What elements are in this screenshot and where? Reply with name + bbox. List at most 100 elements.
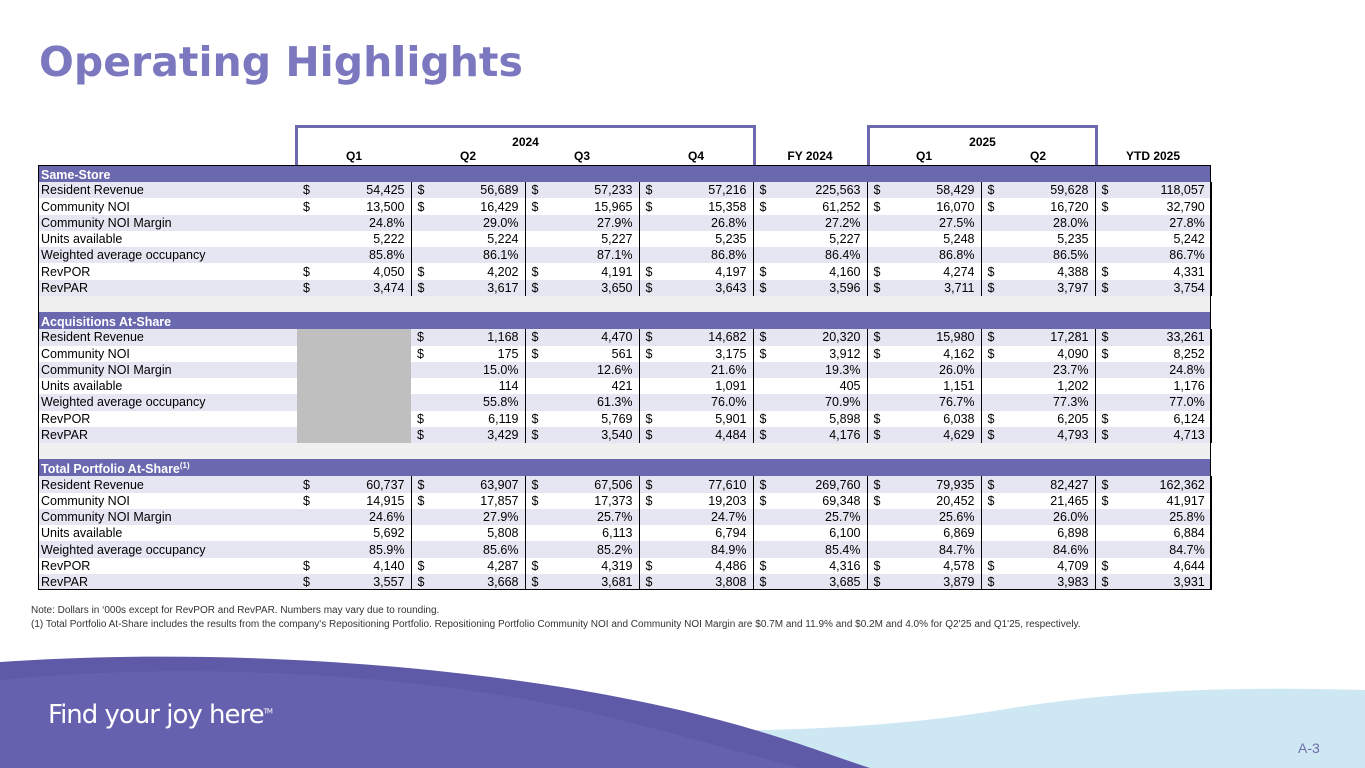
cell-value: 3,983 [1001,573,1096,591]
cell-value: 84.7% [887,541,982,558]
cell-value: 6,898 [1001,525,1096,542]
currency-sign: $ [525,182,545,199]
cell-value: 3,474 [317,279,412,296]
currency-sign: $ [867,198,887,215]
cell-value: 25.7% [773,508,868,526]
row-label: Community NOI [38,492,297,509]
cell-value: 26.8% [659,214,754,231]
currency-sign: $ [639,492,659,509]
currency-sign [639,361,659,379]
currency-sign [297,426,317,444]
currency-sign [639,230,659,248]
row-label: RevPAR [38,279,297,296]
currency-sign: $ [981,345,1001,362]
currency-sign [753,394,773,411]
section-footnote-marker: (1) [179,461,190,471]
row-label: Resident Revenue [38,182,297,199]
currency-sign: $ [411,263,431,280]
currency-sign [411,230,431,248]
cell-value: 57,216 [659,182,754,199]
row-label: RevPOR [38,410,297,427]
currency-sign: $ [411,182,431,199]
currency-sign: $ [981,279,1001,296]
currency-sign: $ [411,329,431,346]
currency-sign [867,525,887,542]
currency-sign: $ [525,329,545,346]
table-row: Units available 5,222 5,224 5,227 5,235 5,227… [38,230,1212,248]
currency-sign [639,214,659,231]
table-row: Weighted average occupancy 85.9% 85.6% 85.2… [38,541,1212,558]
cell-value: 3,617 [431,279,526,296]
cell-value: 3,643 [659,279,754,296]
currency-sign [525,508,545,526]
currency-sign: $ [867,573,887,591]
row-label: RevPOR [38,263,297,280]
currency-sign [753,378,773,395]
currency-sign: $ [1095,410,1115,427]
cell-value: 4,176 [773,426,868,444]
cell-value: 12.6% [545,361,640,379]
currency-sign: $ [297,492,317,509]
cell-value: 4,486 [659,557,754,574]
cell-value: 27.5% [887,214,982,231]
currency-sign [981,230,1001,248]
cell-value: 421 [545,378,640,395]
table-row: Units available 5,692 5,808 6,113 6,794 6,100… [38,525,1212,542]
currency-sign: $ [525,492,545,509]
cell-value: 4,629 [887,426,982,444]
currency-sign: $ [525,345,545,362]
cell-value: 162,362 [1115,476,1212,493]
currency-sign: $ [639,426,659,444]
cell-value: 3,681 [545,573,640,591]
currency-sign: $ [639,329,659,346]
col-header-q2-2025: Q2 [1029,149,1046,163]
col-header-q2-2024: Q2 [459,149,476,163]
currency-sign [525,214,545,231]
cell-value: 86.8% [887,247,982,264]
spacer-cell [38,295,1212,313]
cell-value: 4,644 [1115,557,1212,574]
cell-value: 82,427 [1001,476,1096,493]
tagline-trademark: TM [263,707,273,716]
currency-sign: $ [525,263,545,280]
cell-value: 85.8% [317,247,412,264]
cell-value: 77.0% [1115,394,1212,411]
table-row: Resident Revenue $54,425 $56,689 $57,233 $57… [38,182,1212,199]
spacer-row [38,443,1212,460]
currency-sign: $ [981,573,1001,591]
cell-value: 5,222 [317,230,412,248]
currency-sign: $ [411,492,431,509]
section-name: Acquisitions At-Share [41,315,172,330]
table-row: RevPOR $4,140 $4,287 $4,319 $4,486 $4,316 $4,5… [38,557,1212,574]
row-label: Resident Revenue [38,329,297,346]
cell-value: 86.4% [773,247,868,264]
currency-sign: $ [867,476,887,493]
footer-wave [0,656,1365,768]
row-label: Community NOI Margin [38,214,297,231]
row-label: Resident Revenue [38,476,297,493]
cell-value: 26.0% [887,361,982,379]
currency-sign [1095,247,1115,264]
table-row: RevPOR $6,119 $5,769 $5,901 $5,898 $6,038 $6,2… [38,410,1212,427]
row-label: Community NOI Margin [38,361,297,379]
cell-value: 5,692 [317,525,412,542]
cell-value: 20,320 [773,329,868,346]
currency-sign: $ [981,492,1001,509]
cell-value: 4,793 [1001,426,1096,444]
currency-sign [753,230,773,248]
currency-sign [411,247,431,264]
currency-sign: $ [525,410,545,427]
table-row: Resident Revenue $60,737 $63,907 $67,506 $77… [38,476,1212,493]
currency-sign [297,230,317,248]
year-2024-box [295,125,756,165]
currency-sign: $ [1095,182,1115,199]
cell-value: 86.8% [659,247,754,264]
cell-value: 86.5% [1001,247,1096,264]
cell-value: 27.2% [773,214,868,231]
currency-sign [753,525,773,542]
currency-sign: $ [1095,279,1115,296]
cell-value: 28.0% [1001,214,1096,231]
cell-value: 32,790 [1115,198,1212,215]
cell-value: 4,316 [773,557,868,574]
cell-value [317,345,411,362]
